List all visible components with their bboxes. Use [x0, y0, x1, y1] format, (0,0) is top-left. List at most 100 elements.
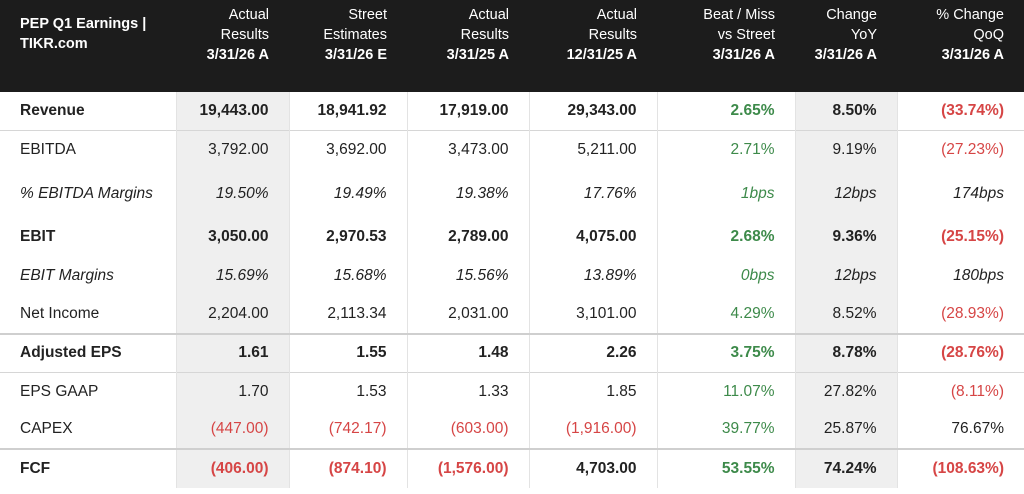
col-header-actual-3-31-25: Actual Results 3/31/25 A	[446, 7, 509, 63]
cell: 0bps	[656, 256, 795, 295]
cell: 1bps	[656, 169, 795, 218]
cell: 5,211.00	[528, 130, 657, 169]
table-row-ebitda-margins: % EBITDA Margins 19.50% 19.49% 19.38% 17…	[0, 169, 1024, 218]
cell: 15.56%	[406, 256, 529, 295]
cell: 39.77%	[656, 410, 795, 449]
row-label: Revenue	[20, 102, 85, 119]
cell: 9.19%	[794, 130, 897, 169]
table-row-fcf: FCF (406.00) (874.10) (1,576.00) 4,703.0…	[0, 448, 1024, 488]
cell: 18,941.92	[288, 92, 407, 131]
row-label: FCF	[0, 448, 176, 488]
cell: 1.85	[528, 371, 657, 411]
cell: (8.11%)	[896, 371, 1024, 411]
table-row-eps-gaap: EPS GAAP 1.70 1.53 1.33 1.85 11.07% 27.8…	[0, 371, 1024, 411]
cell: (25.15%)	[896, 218, 1024, 257]
cell: 9.36%	[794, 218, 897, 257]
cell: 3,792.00	[175, 130, 289, 169]
cell: 3,692.00	[288, 130, 407, 169]
col-header-change-yoy: Change YoY 3/31/26 A	[814, 7, 877, 63]
cell: (1,576.00)	[406, 448, 529, 488]
cell: 12bps	[794, 256, 897, 295]
row-label: EBIT	[20, 228, 56, 246]
cell: 4,075.00	[528, 218, 657, 257]
cell: 8.52%	[794, 295, 897, 334]
cell: 74.24%	[794, 448, 897, 488]
cell: 76.67%	[896, 410, 1024, 449]
cell: 2.68%	[656, 218, 795, 257]
cell: 2.26	[528, 332, 657, 372]
cell: 29,343.00	[528, 92, 657, 131]
cell: (28.76%)	[896, 332, 1024, 372]
cell: 53.55%	[656, 448, 795, 488]
cell: (874.10)	[288, 448, 407, 488]
col-header-actual-12-31-25: Actual Results 12/31/25 A	[566, 7, 637, 63]
cell: 17.76%	[528, 169, 657, 218]
cell: 3,101.00	[528, 295, 657, 334]
cell: 13.89%	[528, 256, 657, 295]
table-row-revenue: Revenue 19,443.00 18,941.92 17,919.00 29…	[0, 92, 1024, 131]
row-label: CAPEX	[20, 420, 73, 438]
cell: 180bps	[896, 256, 1024, 295]
cell: 19.49%	[288, 169, 407, 218]
cell: 8.78%	[794, 332, 897, 372]
cell: 15.69%	[175, 256, 289, 295]
table-row-ebit-margins: EBIT Margins 15.69% 15.68% 15.56% 13.89%…	[0, 256, 1024, 295]
cell: (33.74%)	[896, 92, 1024, 131]
table-row-capex: CAPEX (447.00) (742.17) (603.00) (1,916.…	[0, 410, 1024, 449]
table-row-ebit: EBIT 3,050.00 2,970.53 2,789.00 4,075.00…	[0, 218, 1024, 257]
col-header-beat-miss: Beat / Miss vs Street 3/31/26 A	[703, 7, 775, 63]
cell: 1.33	[406, 371, 529, 411]
row-label: EBIT Margins	[20, 266, 114, 284]
cell: (603.00)	[406, 410, 529, 449]
cell: 15.68%	[288, 256, 407, 295]
cell: 1.53	[288, 371, 407, 411]
title-line-2: TIKR.com	[20, 36, 88, 52]
cell: 2,113.34	[288, 295, 407, 334]
cell: 2.65%	[656, 92, 795, 131]
table-title: PEP Q1 Earnings | TIKR.com	[0, 0, 176, 92]
col-header-actual-3-31-26: Actual Results 3/31/26 A	[206, 7, 269, 63]
cell: 3.75%	[656, 332, 795, 372]
row-label: % EBITDA Margins	[20, 184, 153, 202]
cell: 12bps	[794, 169, 897, 218]
cell: 17,919.00	[406, 92, 529, 131]
cell: 2,204.00	[175, 295, 289, 334]
cell: 19,443.00	[175, 92, 289, 131]
cell: 3,473.00	[406, 130, 529, 169]
cell: 4,703.00	[528, 448, 657, 488]
table-row-net-income: Net Income 2,204.00 2,113.34 2,031.00 3,…	[0, 295, 1024, 334]
cell: 25.87%	[794, 410, 897, 449]
row-label: Net Income	[20, 304, 100, 322]
row-label: EPS GAAP	[0, 371, 176, 411]
cell: 8.50%	[794, 92, 897, 131]
cell: (28.93%)	[896, 295, 1024, 334]
cell: 174bps	[896, 169, 1024, 218]
cell: 1.70	[175, 371, 289, 411]
table-row-ebitda: EBITDA 3,792.00 3,692.00 3,473.00 5,211.…	[0, 130, 1024, 169]
cell: 2,031.00	[406, 295, 529, 334]
cell: 1.48	[406, 332, 529, 372]
cell: 2.71%	[656, 130, 795, 169]
cell: 2,789.00	[406, 218, 529, 257]
cell: (1,916.00)	[528, 410, 657, 449]
cell: (27.23%)	[896, 130, 1024, 169]
header-row: PEP Q1 Earnings | TIKR.com Actual Results…	[0, 0, 1024, 92]
cell: 19.50%	[175, 169, 289, 218]
cell: 3,050.00	[175, 218, 289, 257]
cell: 19.38%	[406, 169, 529, 218]
cell: 1.55	[288, 332, 407, 372]
cell: (742.17)	[288, 410, 407, 449]
cell: (108.63%)	[896, 448, 1024, 488]
cell: 1.61	[175, 332, 289, 372]
cell: 11.07%	[656, 371, 795, 411]
row-label: Adjusted EPS	[0, 332, 176, 372]
title-line-1: PEP Q1 Earnings |	[20, 16, 147, 32]
col-header-street-estimates: Street Estimates 3/31/26 E	[323, 7, 387, 63]
cell: 2,970.53	[288, 218, 407, 257]
row-label: EBITDA	[0, 130, 176, 169]
cell: (447.00)	[175, 410, 289, 449]
col-header-change-qoq: % Change QoQ 3/31/26 A	[936, 7, 1004, 63]
cell: 4.29%	[656, 295, 795, 334]
cell: 27.82%	[794, 371, 897, 411]
